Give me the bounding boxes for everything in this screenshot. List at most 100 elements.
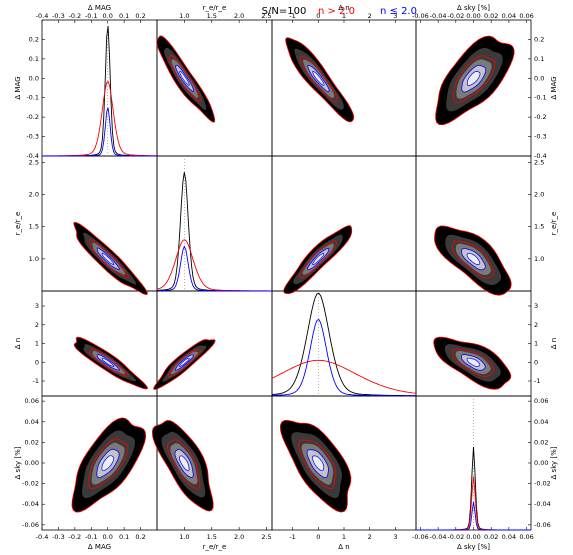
- x-tick-label-bottom-sky: -0.04: [430, 533, 447, 541]
- contour-red-inner: [452, 55, 496, 104]
- histogram-n-high-n: [271, 359, 417, 394]
- contour-blue-inner: [101, 357, 115, 367]
- x-tick-label-top-n: -1: [289, 12, 295, 20]
- x-axis-label-bottom-mag: Δ MAG: [88, 543, 111, 551]
- x-tick-label-bottom-re: 1.0: [179, 533, 189, 541]
- y-tick-label-right-n: 2: [534, 321, 538, 329]
- y-tick-label-left-mag: -0.2: [26, 113, 39, 121]
- x-tick-label-bottom-sky: 0.00: [466, 533, 480, 541]
- x-tick-label-bottom-sky: -0.06: [412, 533, 429, 541]
- legend-high-n: n > 2.0: [318, 6, 355, 17]
- y-tick-label-left-n: 3: [35, 302, 39, 310]
- contour-blue-inner: [101, 252, 115, 265]
- contour-red-inner: [299, 240, 337, 278]
- y-tick-label-right-sky: 0.04: [534, 418, 548, 426]
- y-axis-label-left-n: Δ n: [14, 338, 22, 349]
- y-tick-label-left-sky: -0.04: [22, 500, 39, 508]
- x-tick-label-bottom-mag: -0.1: [85, 533, 98, 541]
- y-tick-label-right-sky: 0.06: [534, 397, 548, 405]
- contour-blue-inner: [101, 455, 115, 472]
- y-tick-label-left-sky: -0.02: [22, 480, 39, 488]
- chart-title: S/N=100: [262, 6, 307, 17]
- x-tick-label-top-re: 2.0: [234, 12, 244, 20]
- x-tick-label-bottom-mag: -0.2: [69, 533, 82, 541]
- y-tick-label-left-re: 2.5: [29, 158, 39, 166]
- panel-frame-mag-re: [156, 19, 273, 157]
- y-tick-label-right-re: 2.0: [534, 191, 544, 199]
- y-tick-label-left-re: 1.5: [29, 223, 39, 231]
- y-axis-label-left-re: r_e/r_e: [14, 212, 22, 236]
- contour-blue-inner: [466, 357, 481, 367]
- y-tick-label-left-re: 2.0: [29, 191, 39, 199]
- histogram-mag-high-n: [42, 80, 157, 157]
- y-tick-label-right-mag: -0.1: [534, 94, 547, 102]
- panel-frame-re-n: [271, 155, 417, 292]
- density-panel-n-vs-re: [153, 339, 216, 390]
- y-tick-label-left-sky: -0.06: [22, 521, 39, 529]
- y-tick-label-left-mag: -0.1: [26, 94, 39, 102]
- density-panel-mag-vs-sky: [435, 35, 515, 125]
- x-tick-label-top-mag: 0.0: [103, 12, 113, 20]
- y-tick-label-left-re: 1.0: [29, 255, 39, 263]
- y-tick-label-right-re: 1.5: [534, 223, 544, 231]
- x-tick-label-bottom-sky: 0.02: [484, 533, 498, 541]
- y-tick-label-right-mag: -0.4: [534, 152, 547, 160]
- density-panel-mag-vs-re: [156, 35, 216, 123]
- y-tick-label-right-mag: 0.1: [534, 55, 544, 63]
- density-panel-n-vs-sky: [433, 336, 512, 390]
- y-tick-label-right-mag: 0.0: [534, 74, 544, 82]
- panel-frame-n-re: [156, 290, 273, 397]
- y-tick-label-right-sky: -0.04: [534, 500, 551, 508]
- contour-red-inner: [89, 348, 130, 377]
- y-tick-label-right-re: 2.5: [534, 158, 544, 166]
- density-panel-re-vs-n: [283, 225, 353, 295]
- x-tick-label-top-n: 0: [316, 12, 320, 20]
- contour-red-inner: [297, 439, 337, 490]
- x-tick-label-bottom-sky: 0.06: [519, 533, 533, 541]
- contour-blue-inner: [179, 357, 190, 367]
- x-tick-label-top-re: 1.0: [179, 12, 189, 20]
- x-tick-label-bottom-mag: 0.2: [135, 533, 145, 541]
- x-tick-label-bottom-re: 1.5: [207, 533, 217, 541]
- y-tick-label-right-sky: 0.02: [534, 438, 548, 446]
- x-tick-label-top-mag: 0.2: [135, 12, 145, 20]
- x-tick-label-top-sky: 0.06: [519, 12, 533, 20]
- density-panel-re-vs-sky: [434, 225, 512, 296]
- panel-frame-mag-mag: [41, 19, 158, 157]
- histogram-n-all: [271, 292, 416, 397]
- y-tick-label-right-n: -1: [534, 377, 540, 385]
- y-tick-label-left-sky: 0.00: [25, 459, 39, 467]
- contour-red-inner: [88, 438, 129, 490]
- y-axis-label-left-sky: Δ sky [%]: [14, 446, 22, 479]
- x-tick-label-top-n: 3: [393, 12, 397, 20]
- contour-blue-inner: [466, 71, 481, 86]
- x-tick-label-bottom-n: -1: [289, 533, 295, 541]
- y-tick-label-right-n: 3: [534, 302, 538, 310]
- x-tick-label-top-mag: -0.2: [69, 12, 82, 20]
- x-tick-label-bottom-re: 2.5: [261, 533, 271, 541]
- panel-frame-re-mag: [41, 155, 158, 292]
- x-tick-label-top-sky: -0.02: [447, 12, 464, 20]
- y-axis-label-right-mag: Δ MAG: [550, 76, 558, 99]
- x-tick-label-bottom-n: 1: [342, 533, 346, 541]
- x-tick-label-top-re: 1.5: [207, 12, 217, 20]
- y-tick-label-right-sky: 0.00: [534, 459, 548, 467]
- x-tick-label-top-n: 1: [342, 12, 346, 20]
- y-tick-label-left-sky: 0.06: [25, 397, 39, 405]
- x-tick-label-top-mag: -0.1: [85, 12, 98, 20]
- density-panel-re-vs-mag: [73, 221, 148, 296]
- x-tick-label-bottom-n: 0: [316, 533, 320, 541]
- density-panel-mag-vs-n: [285, 37, 355, 123]
- x-tick-label-bottom-mag: -0.4: [36, 533, 49, 541]
- y-tick-label-right-n: 0: [534, 358, 538, 366]
- y-tick-label-right-re: 1.0: [534, 255, 544, 263]
- x-tick-label-bottom-mag: 0.0: [103, 533, 113, 541]
- x-tick-label-bottom-sky: -0.02: [447, 533, 464, 541]
- histogram-n-low-n: [271, 318, 417, 397]
- contour-red-inner: [167, 349, 202, 378]
- y-tick-label-left-mag: 0.2: [29, 35, 39, 43]
- contour-red-inner: [299, 55, 338, 103]
- contour-red-inner: [89, 239, 129, 279]
- y-axis-label-left-mag: Δ MAG: [14, 76, 22, 99]
